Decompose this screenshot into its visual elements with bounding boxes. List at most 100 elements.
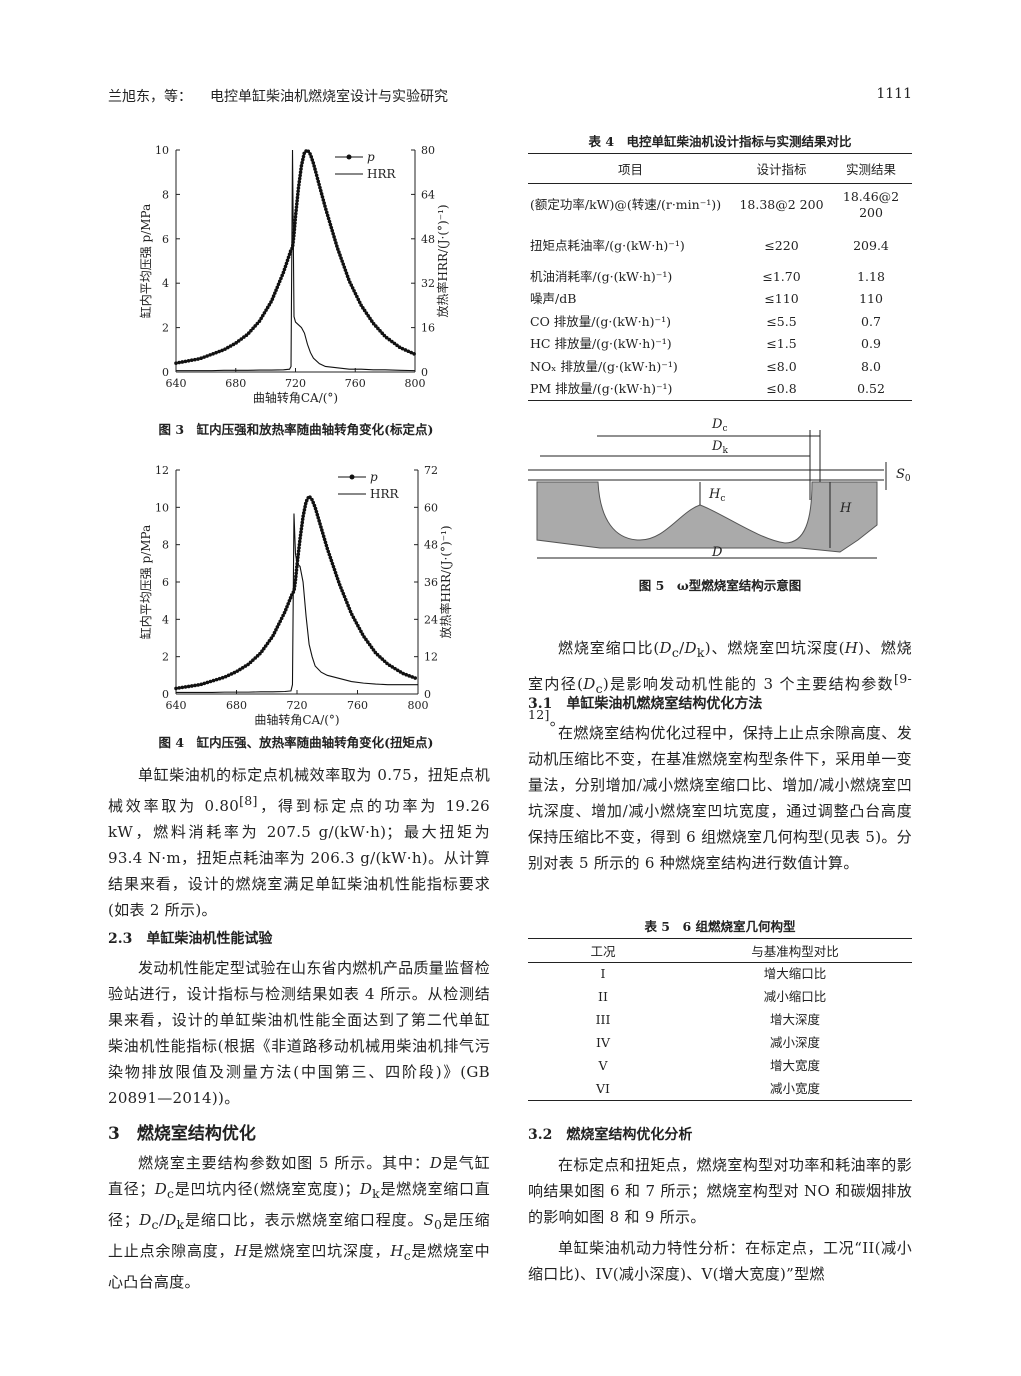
paragraph: 发动机性能定型试验在山东省内燃机产品质量监督检验站进行，设计指标与检测结果如表 … <box>108 955 490 1111</box>
text-run-i: D <box>659 639 672 657</box>
column-header: 工况 <box>528 938 678 963</box>
y2-tick-label: 60 <box>424 501 438 514</box>
text-run-sup: [9-12] <box>528 671 912 722</box>
y-tick-label: 8 <box>162 188 169 201</box>
text-run-sub: c <box>403 1248 412 1263</box>
text-run-sub: c <box>151 1217 159 1232</box>
y2-tick-label: 64 <box>421 188 435 201</box>
label-sub: 0 <box>905 474 911 484</box>
x-tick-label: 800 <box>405 377 426 390</box>
table-row: III 增大深度 <box>528 1009 912 1032</box>
text-run-sub: c <box>595 681 603 696</box>
text-run-sub: k <box>176 1217 185 1232</box>
page-number: 1111 <box>876 86 912 102</box>
table-row: VI 减小宽度 <box>528 1078 912 1101</box>
text-run: 单缸柴油机的标定点机械效率取为 0.75，扭矩点机械效率取为 0.80 <box>108 766 490 815</box>
table-cell: 减小深度 <box>769 1035 820 1050</box>
series-line <box>176 513 418 693</box>
y-axis-label: 缸内平均压强 p/MPa <box>138 204 153 319</box>
text-run: )是影响发动机性能的 3 个主要结构参数 <box>602 675 895 693</box>
series-line <box>174 147 417 365</box>
table-cell: I <box>600 966 606 982</box>
table-row: 扭矩点耗油率/(g·(kW·h)⁻¹) ≤220 209.4 <box>528 226 912 266</box>
table-cell: 110 <box>859 291 883 307</box>
table-row: 噪声/dB ≤110 110 <box>528 288 912 311</box>
text-run: 是压缩上止点余隙高度， <box>108 1211 490 1260</box>
table-cell: ≤1.70 <box>762 268 801 284</box>
table-row: CO 排放量/(g·(kW·h)⁻¹) ≤5.5 0.7 <box>528 311 912 334</box>
header-row: 项目 设计指标 实测结果 <box>528 153 912 184</box>
table-cell: (额定功率/kW)@(转速/(r·min⁻¹)) <box>530 196 722 212</box>
table-cell: 1.18 <box>857 268 885 284</box>
paragraph: 单缸柴油机动力特性分析：在标定点，工况“II(减小缩口比)、IV(减小深度)、V… <box>528 1235 912 1287</box>
diagram-label: Hc <box>708 487 725 504</box>
table-cell: V <box>598 1058 608 1073</box>
diagram-label: Dc <box>711 417 727 434</box>
text-run: ，得到标定点的功率为 19.26 kW，燃料消耗率为 207.5 g/(kW·h… <box>108 797 491 919</box>
label-main: S <box>896 467 905 482</box>
diagram-label: Dk <box>711 439 728 456</box>
text-run-i: H <box>234 1242 248 1260</box>
y-tick-label: 2 <box>162 322 169 335</box>
series-line <box>176 149 416 372</box>
diagram-label: D <box>711 545 723 560</box>
legend-label: p <box>370 470 378 484</box>
table-cell: ≤5.5 <box>766 313 797 329</box>
table-cell: 噪声/dB <box>530 291 577 307</box>
table-cell: 18.38@2 200 <box>739 196 824 212</box>
y2-tick-label: 48 <box>424 539 438 552</box>
table-title: 表 4 电控单缸柴油机设计指标与实测结果对比 <box>588 134 852 149</box>
legend-marker <box>346 154 352 160</box>
y-tick-label: 6 <box>162 233 169 246</box>
y-axis-label: 缸内平均压强 p/MPa <box>138 525 153 640</box>
text-run-i: D <box>429 1154 443 1172</box>
table-cell: 增大宽度 <box>769 1058 820 1073</box>
text-run: )、燃烧室凹坑深度( <box>704 639 845 657</box>
label-main: D <box>711 417 723 432</box>
table-cell: 0.52 <box>857 381 885 396</box>
x-axis-label: 曲轴转角CA/(°) <box>254 712 339 727</box>
y2-tick-label: 36 <box>424 576 438 589</box>
y-tick-label: 8 <box>162 539 169 552</box>
legend-label: HRR <box>370 487 400 501</box>
paragraph: 在燃烧室结构优化过程中，保持上止点余隙高度、发动机压缩比不变，在基准燃烧室构型条… <box>528 720 912 876</box>
table-cell: ≤220 <box>764 237 799 253</box>
table-cell: III <box>595 1012 611 1027</box>
table-cell: ≤0.8 <box>766 381 797 396</box>
figure-caption: 图 3 缸内压强和放热率随曲轴转角变化(标定点) <box>158 422 434 437</box>
x-tick-label: 680 <box>226 699 247 712</box>
text-run-sub: c <box>167 1186 175 1201</box>
text-run: 燃烧室主要结构参数如图 5 所示。其中： <box>138 1154 430 1172</box>
figure-caption: 图 5 ω型燃烧室结构示意图 <box>638 578 802 593</box>
x-tick-label: 800 <box>408 699 429 712</box>
y-tick-label: 0 <box>162 366 169 379</box>
table-cell: 18.46@2 200 <box>842 188 900 220</box>
table-cell: HC 排放量/(g·(kW·h)⁻¹) <box>530 336 672 352</box>
label-main: D <box>711 545 723 560</box>
header-row: 工况 与基准构型对比 <box>528 938 912 963</box>
section-heading: 3.2 燃烧室结构优化分析 <box>528 1127 693 1143</box>
paragraph: 燃烧室主要结构参数如图 5 所示。其中：D是气缸直径；Dc是凹坑内径(燃烧室宽度… <box>108 1150 490 1295</box>
table-cell: 减小宽度 <box>769 1080 820 1096</box>
column-header: 项目 <box>528 153 733 184</box>
text-run-i: D <box>359 1180 373 1198</box>
y2-axis-label: 放热率HRR/(J·(°)⁻¹) <box>438 525 453 638</box>
y-tick-label: 4 <box>162 277 169 290</box>
y2-tick-label: 16 <box>421 322 435 335</box>
y-tick-label: 4 <box>162 613 169 626</box>
table-cell: ≤8.0 <box>766 358 797 374</box>
series-line <box>174 492 420 691</box>
table-cell: IV <box>596 1035 610 1050</box>
column-header: 与基准构型对比 <box>678 938 912 963</box>
x-tick-label: 760 <box>347 699 368 712</box>
y-tick-label: 2 <box>162 651 169 664</box>
y-tick-label: 10 <box>155 501 169 514</box>
header-title: 电控单缸柴油机燃烧室设计与实验研究 <box>210 89 448 105</box>
table-cell: ≤1.5 <box>766 336 797 352</box>
text-run: 燃烧室缩口比( <box>558 639 660 657</box>
paragraph: 在标定点和扭矩点，燃烧室构型对功率和耗油率的影响结果如图 6 和 7 所示；燃烧… <box>528 1152 912 1230</box>
column-header: 实测结果 <box>830 153 912 184</box>
text-run-sub: c <box>671 645 680 660</box>
